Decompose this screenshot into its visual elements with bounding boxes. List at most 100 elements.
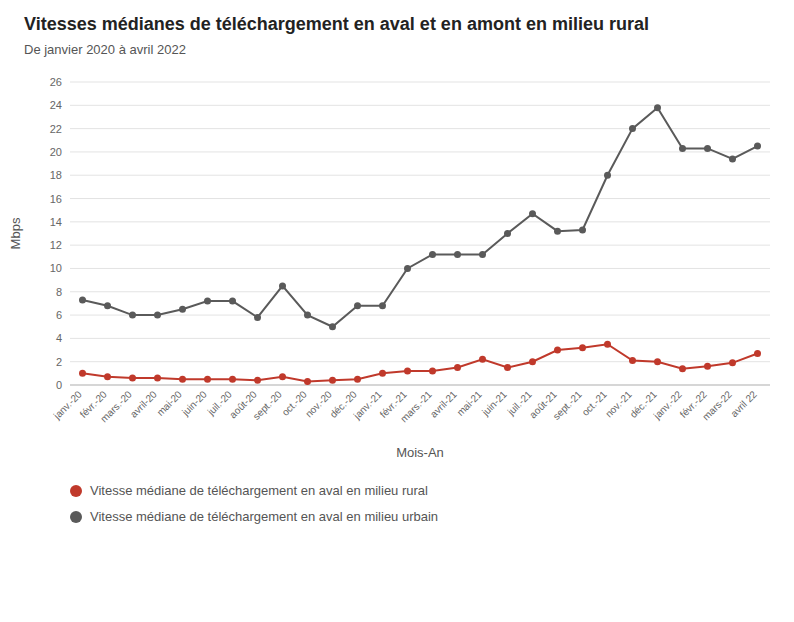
point [179, 306, 186, 313]
y-tick-label: 16 [50, 193, 62, 205]
grid-line [70, 198, 770, 199]
point [254, 314, 261, 321]
point [579, 344, 586, 351]
subtitle: De janvier 2020 à avril 2022 [24, 42, 186, 57]
x-tick-label: mars.-21 [398, 388, 434, 424]
point [479, 251, 486, 258]
point [554, 228, 561, 235]
point [654, 104, 661, 111]
point [304, 378, 311, 385]
grid-line [70, 361, 770, 362]
point [79, 370, 86, 377]
chart: Vitesses médianes de téléchargement en a… [0, 0, 794, 622]
point [104, 373, 111, 380]
y-tick-label: 10 [50, 262, 62, 274]
legend-swatch [70, 485, 82, 497]
grid-line [70, 175, 770, 176]
point [629, 125, 636, 132]
point [354, 376, 361, 383]
point [129, 375, 136, 382]
point [379, 370, 386, 377]
y-axis-label: Mbps [8, 217, 23, 249]
grid-line [70, 128, 770, 129]
point [354, 302, 361, 309]
point [679, 365, 686, 372]
legend: Vitesse médiane de téléchargement en ava… [70, 483, 438, 524]
point [254, 377, 261, 384]
x-tick-label: mai-21 [455, 388, 485, 418]
point [154, 375, 161, 382]
point [554, 347, 561, 354]
x-tick-label: janv.-22 [651, 388, 684, 421]
point [754, 350, 761, 357]
y-tick-label: 22 [50, 123, 62, 135]
title-line: Vitesses médianes de téléchargement en a… [24, 14, 649, 34]
point [204, 376, 211, 383]
point [79, 296, 86, 303]
point [179, 376, 186, 383]
x-tick-label: avril 22 [728, 388, 759, 419]
grid-line [70, 82, 770, 83]
grid-line [70, 291, 770, 292]
point [229, 376, 236, 383]
point [404, 265, 411, 272]
series-line [83, 108, 758, 327]
marks [79, 104, 761, 385]
point [704, 145, 711, 152]
y-tick-label: 2 [56, 356, 62, 368]
grid-line [70, 245, 770, 246]
point [229, 298, 236, 305]
point [104, 302, 111, 309]
point [304, 312, 311, 319]
point [329, 377, 336, 384]
title: Vitesses médianes de téléchargement en a… [24, 14, 649, 34]
point [329, 323, 336, 330]
point [454, 364, 461, 371]
legend-entry: Vitesse médiane de téléchargement en ava… [90, 509, 438, 524]
x-tick-label: juin-20 [179, 388, 209, 418]
point [429, 368, 436, 375]
x-tick-label: mars-22 [700, 388, 734, 422]
x-tick-label: sept.-21 [551, 388, 585, 422]
x-tick-label: avril-20 [128, 388, 159, 419]
point [129, 312, 136, 319]
y-tick-label: 6 [56, 309, 62, 321]
point [154, 312, 161, 319]
point [729, 359, 736, 366]
legend-entry: Vitesse médiane de téléchargement en ava… [90, 483, 428, 498]
y-tick-label: 8 [56, 286, 62, 298]
point [604, 172, 611, 179]
x-tick-label: janv.-20 [51, 388, 84, 421]
point [679, 145, 686, 152]
point [429, 251, 436, 258]
point [379, 302, 386, 309]
point [529, 358, 536, 365]
y-tick-label: 12 [50, 239, 62, 251]
y-axis: 02468101214161820222426 [50, 76, 770, 391]
point [279, 373, 286, 380]
point [404, 368, 411, 375]
x-tick-label: sept.-20 [251, 388, 285, 422]
point [204, 298, 211, 305]
grid-line [70, 385, 770, 386]
point [654, 358, 661, 365]
y-tick-label: 0 [56, 379, 62, 391]
grid-line [70, 268, 770, 269]
point [604, 341, 611, 348]
x-tick-label: mai-20 [155, 388, 185, 418]
point [704, 363, 711, 370]
x-axis-line [70, 385, 770, 386]
grid-line [70, 221, 770, 222]
grid-line [70, 105, 770, 106]
point [754, 143, 761, 150]
point [504, 364, 511, 371]
point [729, 155, 736, 162]
y-tick-label: 20 [50, 146, 62, 158]
x-axis: janv.-20févr.-20mars.-20avril-20mai-20ju… [51, 388, 759, 424]
x-tick-label: juin-21 [479, 388, 509, 418]
point [504, 230, 511, 237]
y-tick-label: 24 [50, 99, 62, 111]
x-tick-label: avril-21 [428, 388, 459, 419]
point [629, 357, 636, 364]
y-tick-label: 18 [50, 169, 62, 181]
